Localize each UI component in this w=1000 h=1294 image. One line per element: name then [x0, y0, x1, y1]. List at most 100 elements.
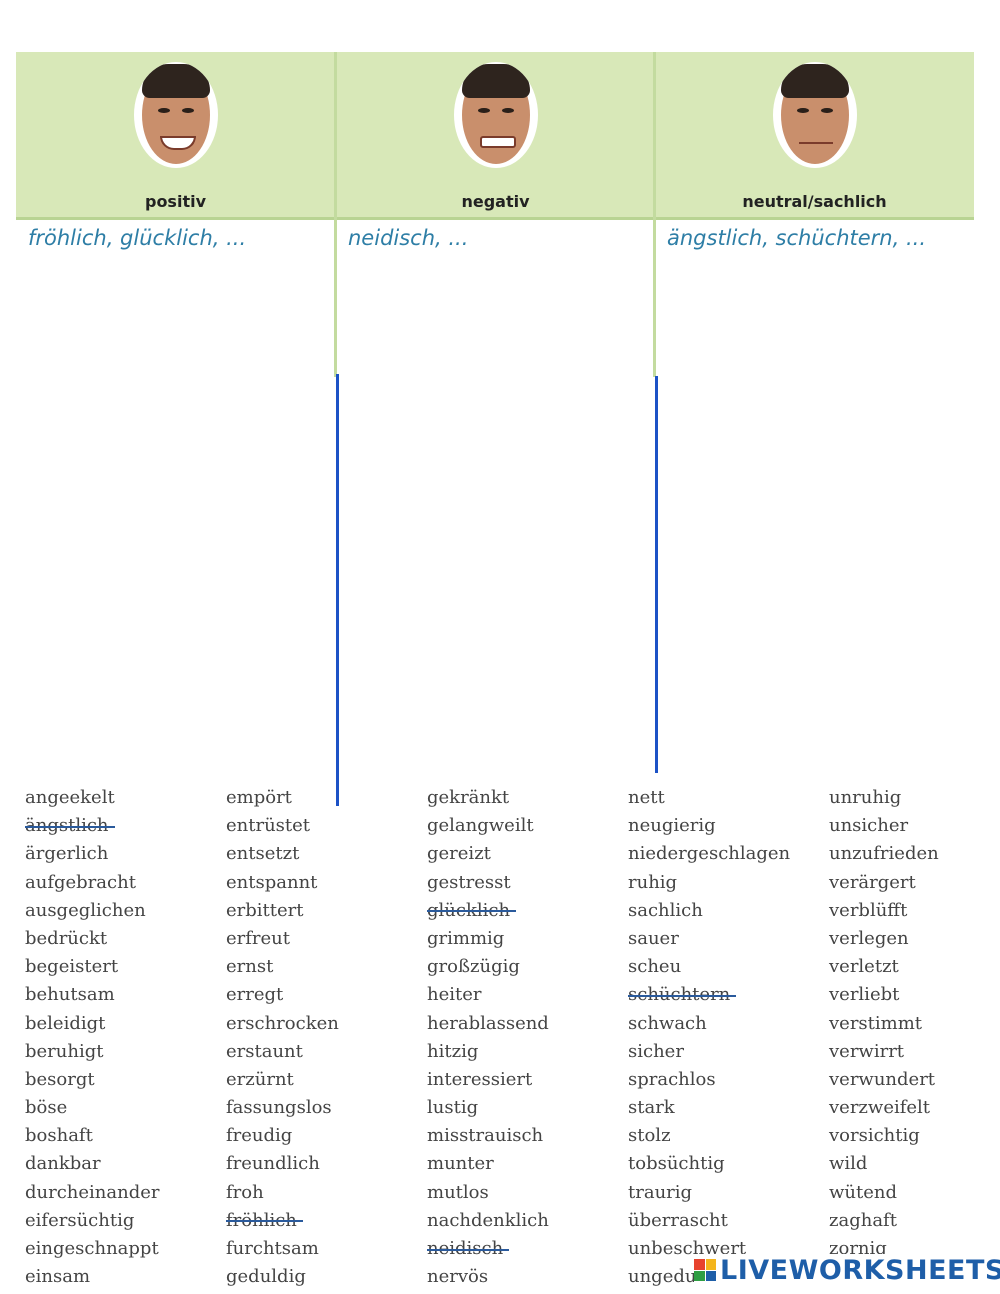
- word-item: niedergeschlagen: [628, 843, 791, 865]
- word-item: furchtsam: [226, 1238, 319, 1259]
- word-item: ernst: [226, 956, 274, 978]
- word-item: unruhig: [829, 787, 902, 808]
- word-item: heiter: [427, 984, 482, 1006]
- word-item: erschrocken: [226, 1012, 339, 1034]
- word-item: sachlich: [628, 899, 703, 921]
- word-item: froh: [226, 1181, 264, 1203]
- word-item: durcheinander: [25, 1181, 160, 1203]
- word-item: erzürnt: [226, 1068, 294, 1090]
- word-item: neidisch: [427, 1238, 504, 1259]
- word-item: freundlich: [226, 1153, 320, 1175]
- word-item: sprachlos: [628, 1068, 716, 1090]
- word-item: herablassend: [427, 1012, 549, 1034]
- word-item: aufgebracht: [25, 871, 136, 893]
- column-negativ: negativ: [336, 52, 655, 217]
- word-item: eingeschnappt: [25, 1238, 159, 1259]
- word-item: böse: [25, 1097, 68, 1119]
- word-column: gekränkt gelangweilt gereizt gestresst glück…: [427, 784, 627, 1291]
- word-item: gereizt: [427, 843, 491, 865]
- word-item: sicher: [628, 1040, 684, 1062]
- word-item: besorgt: [25, 1068, 95, 1090]
- word-column: nett neugierig niedergeschlagen ruhig sachli…: [628, 784, 828, 1291]
- word-column: empört entrüstet entsetzt entspannt erbitter…: [226, 784, 426, 1291]
- word-item: ängstlich: [25, 815, 109, 837]
- word-item: hitzig: [427, 1040, 479, 1062]
- word-item: verstimmt: [829, 1012, 923, 1034]
- example-negativ: neidisch, ...: [348, 226, 469, 250]
- word-item: grimmig: [427, 927, 505, 949]
- word-item: großzügig: [427, 956, 520, 978]
- word-item: angeekelt: [25, 787, 115, 808]
- word-item: munter: [427, 1153, 494, 1175]
- word-item: gestresst: [427, 871, 511, 893]
- word-item: vorsichtig: [829, 1125, 920, 1147]
- word-column: unruhig unsicher unzufrieden verärgert verbl…: [829, 784, 1000, 1291]
- word-item: eifersüchtig: [25, 1209, 135, 1231]
- word-item: erfreut: [226, 927, 291, 949]
- column-label-neutral: neutral/sachlich: [742, 192, 887, 211]
- word-item: verwirrt: [829, 1040, 905, 1062]
- word-item: nett: [628, 787, 665, 808]
- word-item: neugierig: [628, 815, 716, 837]
- column-label-positiv: positiv: [144, 192, 206, 211]
- word-item: stolz: [628, 1125, 671, 1147]
- word-item: freudig: [226, 1125, 293, 1147]
- liveworksheets-icon: [694, 1259, 716, 1281]
- word-item: gekränkt: [427, 787, 510, 808]
- word-item: erregt: [226, 984, 284, 1006]
- word-item: schüchtern: [628, 984, 731, 1006]
- word-item: stark: [628, 1097, 675, 1119]
- word-item: nervös: [427, 1266, 489, 1288]
- word-item: verärgert: [829, 871, 916, 893]
- column-label-negativ: negativ: [461, 192, 530, 211]
- watermark-text: LIVEWORKSHEETS: [720, 1254, 1000, 1286]
- word-item: beruhigt: [25, 1040, 104, 1062]
- example-neutral: ängstlich, schüchtern, ...: [667, 226, 926, 250]
- word-column: angeekelt ängstlich ärgerlich aufgebracht au…: [25, 784, 225, 1291]
- word-item: behutsam: [25, 984, 115, 1006]
- word-item: verwundert: [829, 1068, 936, 1090]
- word-item: verletzt: [829, 956, 899, 978]
- word-item: tobsüchtig: [628, 1153, 725, 1175]
- word-item: wild: [829, 1153, 868, 1175]
- word-item: interessiert: [427, 1068, 533, 1090]
- word-item: mutlos: [427, 1181, 489, 1203]
- word-item: fassungslos: [226, 1097, 332, 1119]
- word-item: entsetzt: [226, 843, 300, 865]
- column-neutral: neutral/sachlich: [655, 52, 974, 217]
- word-item: unsicher: [829, 815, 909, 837]
- word-item: verzweifelt: [829, 1097, 931, 1119]
- word-item: lustig: [427, 1097, 479, 1119]
- column-divider: [334, 52, 337, 377]
- word-item: erstaunt: [226, 1040, 303, 1062]
- word-item: ruhig: [628, 871, 678, 893]
- word-item: überrascht: [628, 1209, 728, 1231]
- word-item: nachdenklich: [427, 1209, 549, 1231]
- word-item: sauer: [628, 927, 679, 949]
- word-item: ausgeglichen: [25, 899, 146, 921]
- column-positiv: positiv: [16, 52, 335, 217]
- word-item: verblüfft: [829, 899, 908, 921]
- word-item: schwach: [628, 1012, 707, 1034]
- word-item: glücklich: [427, 899, 511, 921]
- word-item: misstrauisch: [427, 1125, 544, 1147]
- grimacing-face-icon: [453, 62, 538, 168]
- word-item: geduldig: [226, 1266, 306, 1288]
- word-item: zaghaft: [829, 1209, 897, 1231]
- example-positiv: fröhlich, glücklich, ...: [28, 226, 247, 250]
- word-item: verlegen: [829, 927, 909, 949]
- word-item: erbittert: [226, 899, 304, 921]
- word-item: ärgerlich: [25, 843, 109, 865]
- word-item: zornig: [829, 1238, 887, 1259]
- word-item: bedrückt: [25, 927, 108, 949]
- drawn-line: [655, 376, 658, 773]
- word-item: scheu: [628, 956, 682, 978]
- word-item: verliebt: [829, 984, 900, 1006]
- word-item: boshaft: [25, 1125, 93, 1147]
- word-item: einsam: [25, 1266, 91, 1288]
- watermark-logo: LIVEWORKSHEETS: [694, 1254, 1000, 1286]
- word-item: empört: [226, 787, 292, 808]
- word-item: unzufrieden: [829, 843, 939, 865]
- smiling-face-icon: [133, 62, 218, 168]
- neutral-face-icon: [772, 62, 857, 168]
